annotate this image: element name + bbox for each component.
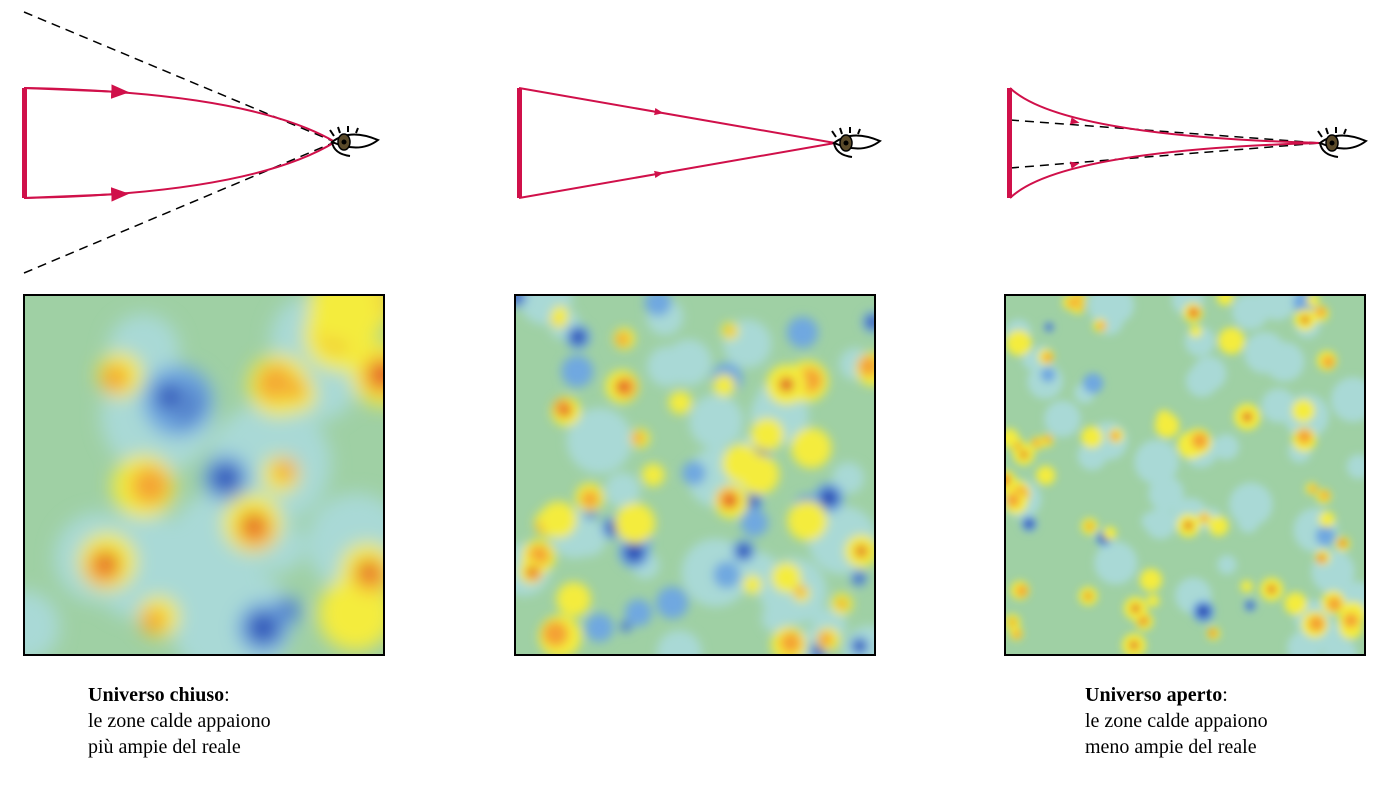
caption-line: più ampie del reale <box>88 736 241 758</box>
map-frame <box>23 294 385 656</box>
caption-open: Universo aperto: le zone calde appaiono … <box>1085 682 1268 760</box>
diagram-closed <box>22 11 379 274</box>
caption-line: le zone calde appaiono <box>88 710 271 732</box>
caption-closed: Universo chiuso: le zone calde appaiono … <box>88 682 271 760</box>
diagram-open <box>1007 87 1367 199</box>
sky-map <box>1005 295 1365 655</box>
diagram-flat <box>517 87 881 199</box>
caption-title: Universo chiuso <box>88 684 225 706</box>
caption-line: meno ampie del reale <box>1085 736 1257 758</box>
caption-colon: : <box>224 684 230 706</box>
sky-map <box>515 295 875 655</box>
caption-title: Universo aperto <box>1085 684 1223 706</box>
caption-colon: : <box>1222 684 1228 706</box>
caption-line: le zone calde appaiono <box>1085 710 1268 732</box>
map-frame <box>514 294 876 656</box>
sky-map <box>24 295 384 655</box>
map-frame <box>1004 294 1366 656</box>
